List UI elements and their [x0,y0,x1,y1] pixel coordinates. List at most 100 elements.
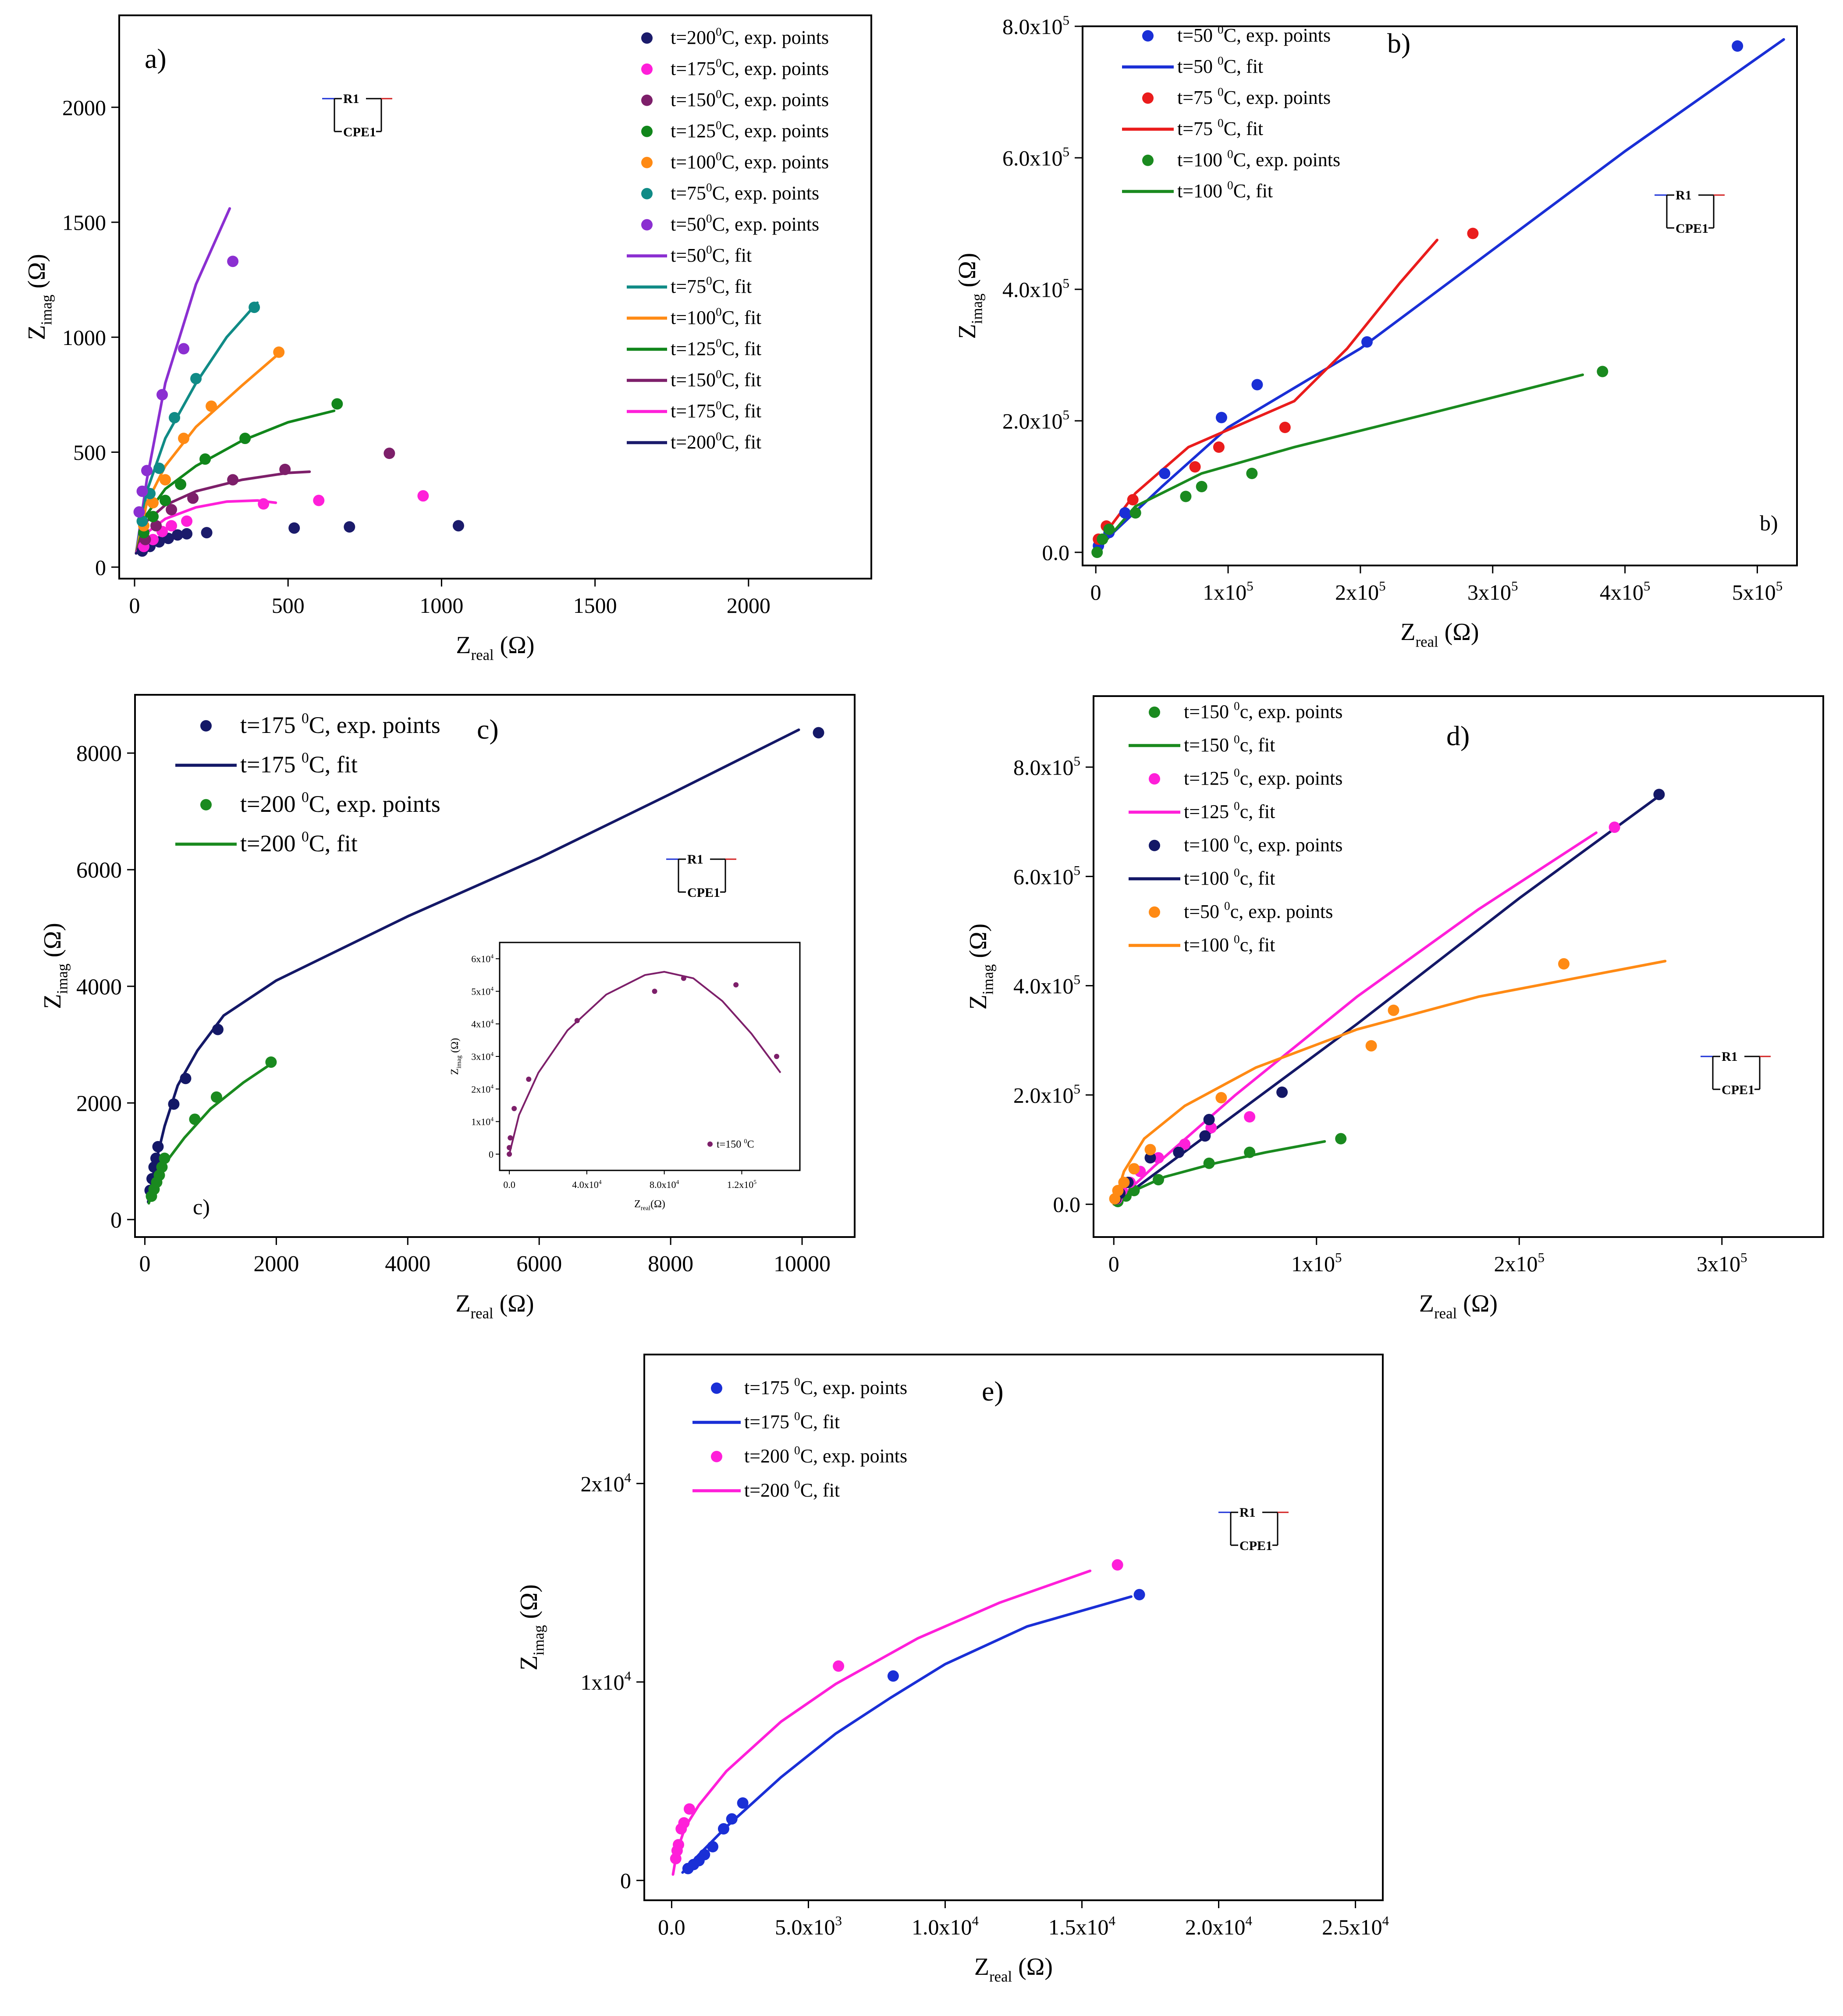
data-point [331,398,343,410]
circuit-r-label: R1 [687,852,703,867]
data-point [1251,379,1263,391]
data-point [1112,1185,1124,1197]
legend-label: t=1750​C, fit [671,399,761,422]
data-point [1144,1152,1156,1164]
data-point [813,727,824,739]
data-point [178,433,190,444]
y-tick-label: 2x104​ [581,1470,632,1496]
inset-data-point [574,1018,580,1024]
data-point [1091,547,1103,558]
data-point [1119,507,1131,519]
inset-y-tick-label: 0 [489,1149,494,1160]
y-tick-label: 2000 [76,1091,122,1116]
legend-label: t=500​C, exp. points [671,212,819,235]
panel-label: e) [982,1376,1004,1407]
y-tick-label: 0 [110,1208,122,1233]
data-point [147,511,159,523]
data-point [1244,1111,1256,1123]
legend-label: t=1500​C, exp. points [671,88,829,110]
data-point [344,521,355,533]
x-axis-title: Zreal (Ω) [1400,619,1479,651]
data-point [1653,789,1665,800]
x-tick-label: 1500 [573,593,617,618]
data-point [1153,1152,1164,1164]
y-axis-label: Zimag (Ω) [954,253,986,339]
data-point [678,1817,690,1829]
legend-label: t=175 0​C, exp. points [240,710,440,738]
x-axis-title: Zreal (Ω) [455,1290,534,1322]
y-tick-label: 2.0x105​ [1013,1081,1080,1107]
legend-label: t=200 0​C, fit [744,1478,840,1501]
data-point [1179,1138,1191,1150]
data-point [452,520,464,532]
legend-label: t=175 0​C, exp. points [744,1376,907,1398]
data-point [181,528,193,540]
y-tick-label: 8.0x105​ [1013,754,1080,780]
data-point [160,494,171,506]
legend-label: t=100 0​C, exp. points [1177,148,1340,171]
data-point [1558,958,1570,970]
inset-data-point [511,1106,517,1111]
data-point [1133,1589,1145,1600]
data-point [279,463,291,475]
inset-data-point [733,982,739,988]
data-point [417,490,429,502]
x-tick-label: 5x105​ [1732,578,1783,604]
legend-label: t=2000​C, exp. points [671,25,829,48]
data-point [175,478,187,490]
data-point [1196,481,1207,492]
y-tick-label: 2000 [62,95,106,120]
x-tick-label: 0 [139,1252,150,1276]
data-point [141,465,153,476]
data-point [168,1098,180,1110]
legend-marker [641,188,653,199]
inset-data-point [774,1054,779,1059]
legend-label: t=1500​C, fit [671,368,761,391]
chart-panel-b: 0 1x105​ 2x105​ 3x105​ 4x105​ 5x105​ 0.0 2.0x10… [954,13,1798,651]
equivalent-circuit: R1 CPE1 [1218,1505,1289,1553]
x-tick-label: 1.0x104​ [912,1913,979,1939]
legend-marker [641,219,653,231]
panel-label: a) [145,43,167,74]
legend-label: t=175 0​C, fit [744,1410,840,1433]
y-tick-label: 1000 [62,325,106,350]
legend-label: t=50 0​c, exp. points [1184,900,1333,922]
data-point [1203,1114,1215,1126]
circuit-c-label: CPE1 [687,885,720,900]
y-tick-label: 0 [620,1868,631,1893]
y-tick-label: 4000 [76,974,122,999]
data-point [239,433,251,444]
data-point [187,492,199,504]
data-point [153,462,165,474]
data-point [1276,1086,1288,1098]
inset-x-tick-label: 0.0 [503,1179,515,1190]
x-axis-title: Zreal(Ω) [634,1198,665,1212]
y-axis-title: Zimag (Ω) [39,923,71,1009]
x-tick-label: 2x105​ [1335,578,1386,604]
data-point [1215,1092,1227,1104]
y-axis-title: Zimag (Ω) [449,1038,463,1075]
data-point [169,412,181,423]
panel-label: d) [1446,720,1470,751]
y-axis-title: Zimag (Ω) [965,924,997,1010]
fit-line [1094,38,1785,551]
y-tick-label: 1x104​ [581,1668,632,1695]
data-point [1244,1146,1256,1158]
legend-label: t=750​C, exp. points [671,181,819,204]
data-point [1127,494,1139,505]
legend-label: t=125 0​c, exp. points [1184,766,1342,789]
data-point [210,1091,222,1103]
legend-label: t=1250​C, exp. points [671,119,829,142]
data-point [683,1803,695,1815]
x-tick-label: 0 [129,593,140,618]
legend-marker [1149,839,1160,851]
y-axis-label: Zimag (Ω) [449,1038,463,1075]
data-point [136,485,148,497]
data-point [190,373,202,384]
x-tick-label: 6000 [516,1252,562,1276]
data-point [159,1152,170,1164]
legend-marker [1149,773,1160,785]
data-point [156,1161,168,1173]
y-tick-label: 6.0x105​ [1002,144,1069,171]
legend-marker [1149,706,1160,718]
